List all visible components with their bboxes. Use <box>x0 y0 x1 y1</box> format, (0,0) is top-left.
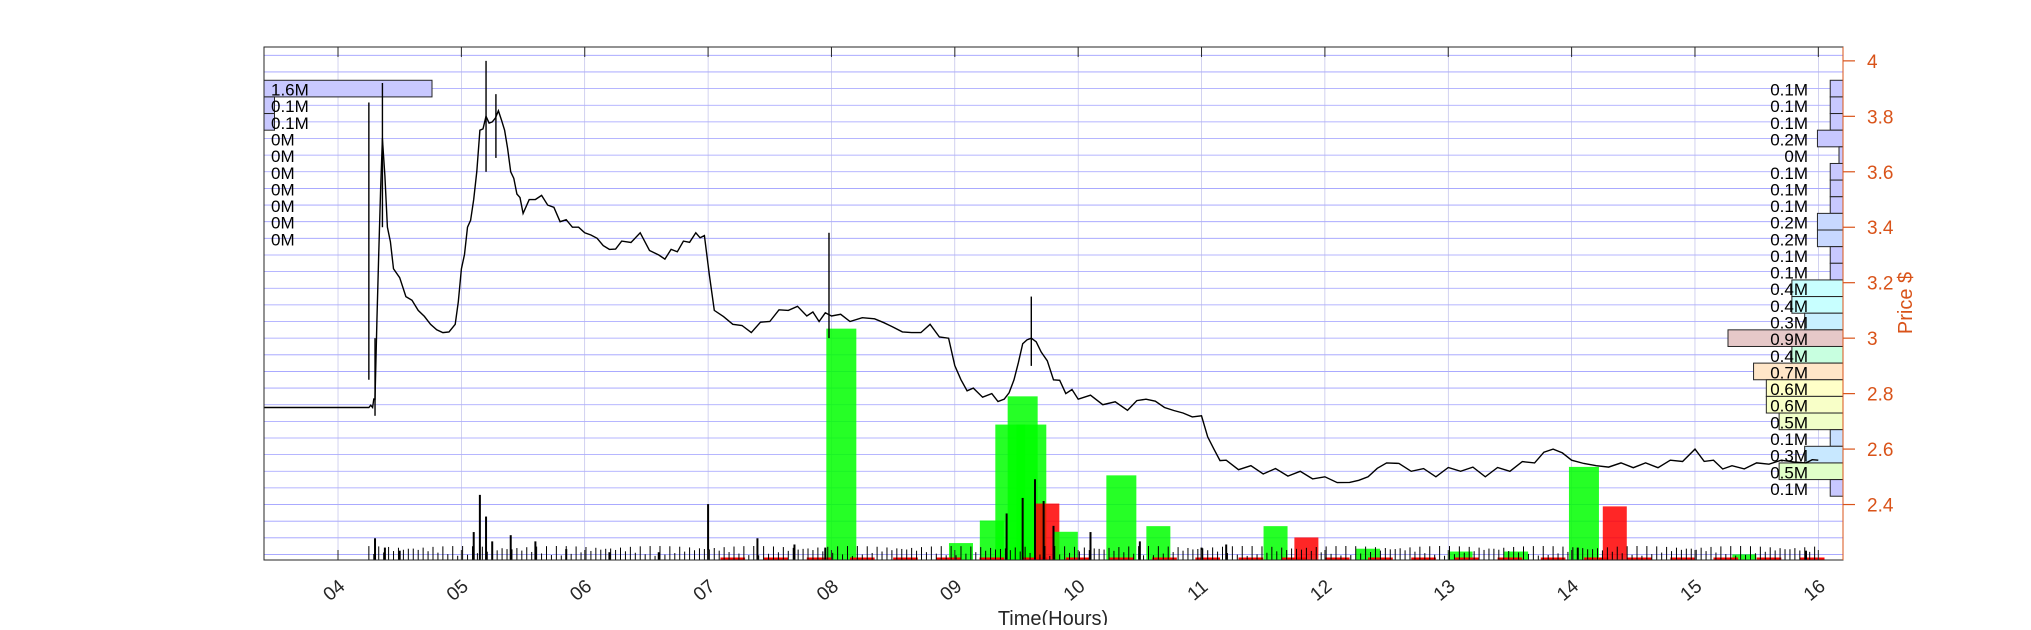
right-profile-bar <box>1816 129 1844 148</box>
volume-bar <box>826 328 857 560</box>
x-tick-label: 16 <box>1800 576 1830 606</box>
x-tick-label: 05 <box>443 576 473 606</box>
right-profile-label: 0.2M <box>1770 131 1808 150</box>
y-tick-label: 2.6 <box>1867 440 1893 461</box>
right-profile-bar <box>1829 246 1844 264</box>
right-profile-bar <box>1829 79 1844 98</box>
right-profile-bar <box>1829 479 1844 497</box>
x-tick-label: 07 <box>690 576 720 606</box>
volume-bars <box>720 328 1825 560</box>
right-profile-label: 0.4M <box>1770 297 1808 316</box>
x-tick-label: 09 <box>936 576 966 606</box>
volume-bar <box>1106 475 1137 560</box>
x-tick-label: 10 <box>1060 576 1090 606</box>
right-profile-label: 0.1M <box>1770 480 1808 499</box>
x-axis-label: Time(Hours) <box>998 608 1108 625</box>
right-profile-label: 0.7M <box>1770 363 1808 382</box>
right-profile-bar <box>1838 146 1844 164</box>
right-profile-bar <box>1829 179 1844 198</box>
right-profile-bar <box>1816 212 1844 231</box>
x-tick-label: 11 <box>1184 576 1213 605</box>
right-profile-label: 0.1M <box>1770 197 1808 216</box>
right-profile-label: 0.9M <box>1770 330 1808 349</box>
price-line <box>264 108 1819 484</box>
y-tick-label: 3.2 <box>1867 274 1893 295</box>
right-profile-label: 0.3M <box>1770 314 1808 333</box>
right-profile-label: 0M <box>1784 147 1808 166</box>
volume-bar <box>1356 548 1381 560</box>
y-axis-label: Price $ <box>1895 272 1917 334</box>
right-profile-bar <box>1829 429 1844 447</box>
left-profile-label: 0M <box>271 230 295 249</box>
right-profile-label: 0.1M <box>1770 430 1808 449</box>
price-series <box>264 60 1819 484</box>
right-profile-bar <box>1829 162 1844 181</box>
left-profile-label: 0M <box>271 197 295 216</box>
right-profile-label: 0.4M <box>1770 347 1808 366</box>
right-profile-label: 0.2M <box>1770 214 1808 233</box>
x-tick-label: 13 <box>1430 576 1460 606</box>
right-profile-label: 0.5M <box>1770 413 1808 432</box>
volume-bar <box>1602 506 1627 560</box>
volume-bar <box>1263 526 1288 560</box>
right-profile-label: 0.1M <box>1770 81 1808 100</box>
right-profile-bar <box>1804 312 1844 331</box>
volume-bar <box>1053 531 1078 560</box>
y-tick-label: 3.8 <box>1867 107 1893 128</box>
right-profile-label: 0.1M <box>1770 264 1808 283</box>
x-tick-label: 06 <box>566 576 596 606</box>
volume-bar <box>1504 551 1529 560</box>
volume-bar <box>1732 554 1757 560</box>
right-profile-label: 0.6M <box>1770 397 1808 416</box>
y-tick-label: 4 <box>1867 52 1878 73</box>
tick-volume-spikes <box>368 479 1816 560</box>
right-profile-label: 0.5M <box>1770 463 1808 482</box>
y-tick-label: 2.4 <box>1867 496 1894 517</box>
left-profile-label: 0M <box>271 147 295 166</box>
right-profile-label: 0.1M <box>1770 97 1808 116</box>
y-tick-label: 2.8 <box>1867 385 1893 406</box>
right-profile-label: 0.2M <box>1770 230 1808 249</box>
right-profile-bar <box>1829 96 1844 115</box>
right-profile-bar <box>1829 196 1844 214</box>
right-profile-bar <box>1816 229 1844 248</box>
volume-profiles: 1.6M0.1M0.1M0M0M0M0M0M0M0M0.1M0.1M0.1M0.… <box>263 79 1844 499</box>
y-tick-label: 3.4 <box>1867 218 1894 239</box>
right-profile-bar <box>1829 262 1844 281</box>
right-profile-label: 0.4M <box>1770 280 1808 299</box>
x-tick-label: 08 <box>813 576 843 606</box>
left-profile-label: 1.6M <box>271 81 309 100</box>
left-profile-label: 0M <box>271 180 295 199</box>
x-tick-label: 04 <box>320 576 350 606</box>
volume-bar <box>1448 551 1473 560</box>
right-profile-label: 0.1M <box>1770 164 1808 183</box>
right-profile-label: 0.1M <box>1770 180 1808 199</box>
right-profile-label: 0.6M <box>1770 380 1808 399</box>
left-profile-label: 0.1M <box>271 114 309 133</box>
grid-lines <box>264 47 1843 560</box>
left-profile-label: 0.1M <box>271 97 309 116</box>
plot-background <box>264 47 1843 560</box>
volume-bar <box>1568 466 1599 560</box>
right-profile-label: 0.1M <box>1770 247 1808 266</box>
y-tick-label: 3 <box>1867 329 1878 350</box>
left-profile-label: 0M <box>271 214 295 233</box>
y-tick-label: 3.6 <box>1867 163 1893 184</box>
x-tick-label: 15 <box>1677 576 1707 606</box>
x-tick-label: 14 <box>1553 576 1583 606</box>
right-profile-bar <box>1829 113 1844 131</box>
x-tick-label: 12 <box>1307 576 1337 606</box>
left-profile-label: 0M <box>271 164 295 183</box>
left-profile-label: 0M <box>271 131 295 150</box>
right-profile-label: 0.1M <box>1770 114 1808 133</box>
